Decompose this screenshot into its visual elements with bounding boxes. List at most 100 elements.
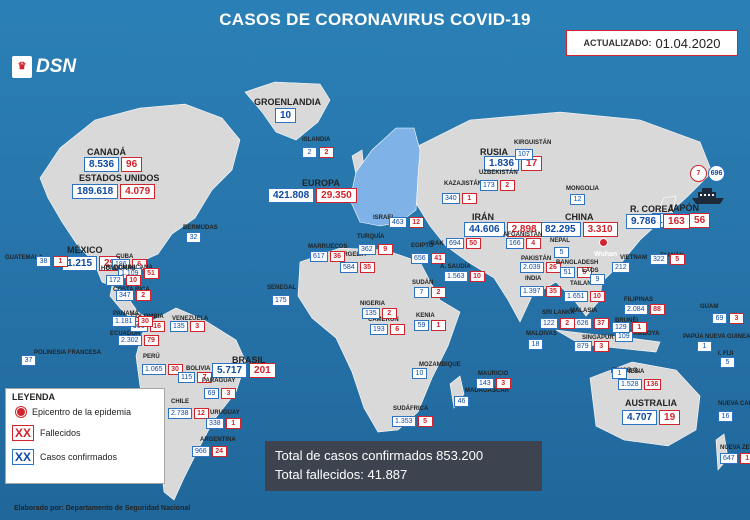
country-stats: 694 50 [446,238,481,249]
country-stats: 32 [186,232,201,243]
country-name: PERÚ [143,354,160,360]
country-stats: 1.528 136 [618,379,662,390]
country-name: VIETNAM [620,255,647,261]
confirmed-cases-value: 584 [340,262,358,273]
confirmed-cases-value: 189.618 [72,184,119,199]
ship-cases: 696 [708,165,725,182]
deaths-value: 163 [663,214,690,229]
country-stats: 2.738 12 [168,408,209,419]
deaths-value: 7 [197,372,213,383]
confirmed-cases-value: 212 [612,262,630,273]
country-stats: 107 [515,149,533,160]
legend: LEYENDA Epicentro de la epidemia XX Fall… [5,388,165,484]
deaths-value: 29.350 [316,188,357,203]
country-name: GUATEMALA [5,255,43,261]
country-stats: 647 1 [720,453,750,464]
country-stats: 463 12 [389,217,424,228]
country-name: A. SAUDÍA [440,264,471,270]
country-stats: 115 7 [178,372,213,383]
total-deaths: Total fallecidos: 41.887 [275,467,408,482]
deaths-value: 2.898 [506,222,542,237]
country-name: EGIPTO [411,243,434,249]
deaths-value: 6 [389,324,405,335]
country-name: LAOS [582,268,599,274]
confirmed-cases-value: 1 [612,368,627,379]
country-stats: 37 [21,355,36,366]
confirmed-cases-value: 166 [506,238,524,249]
country-stats: 1 [697,341,712,352]
country-stats: 46 [454,396,469,407]
country-name: INDONESIA [611,369,645,375]
country-name: MARRUECOS [308,244,348,250]
confirmed-cases-value: 122 [540,318,558,329]
country-name: ISLANDIA [302,137,331,143]
country-stats: 129 1 [612,322,647,333]
credit-line: Elaborado por: Departamento de Seguridad… [14,505,191,512]
country-stats: 12 [570,194,585,205]
confirmed-cases-value: 340 [442,193,460,204]
country-name: MÉXICO [67,245,103,255]
deaths-value: 201 [249,363,276,378]
country-name: BRUNÉI [615,318,639,324]
country-name: MAURICIO [478,371,509,377]
deaths-value: 1 [461,193,477,204]
land-africa [297,247,461,433]
deaths-value: 2 [431,287,446,298]
deaths-value: 88 [649,304,665,315]
legend-row-deaths: XX Fallecidos [12,425,158,441]
confirmed-cases-value: 5 [554,247,569,258]
country-name: TAILANDIA [570,281,602,287]
country-stats: 173 2 [480,180,515,191]
confirmed-cases-value: 135 [170,321,188,332]
legend-row-cases: XX Casos confirmados [12,449,158,465]
deaths-value: 10 [125,275,141,286]
confirmed-cases-value: 1.215 [62,256,98,271]
deaths-value: 37 [593,318,609,329]
deaths-value: 2 [559,318,575,329]
deaths-value: 1 [431,320,446,331]
page-title: CASOS DE CORONAVIRUS COVID-19 [219,10,531,29]
deaths-value: 50 [465,238,481,249]
confirmed-cases-value: 879 [574,341,592,352]
confirmed-cases-value: 107 [515,149,533,160]
country-name: ISRAEL [373,215,396,221]
deaths-value: 1 [225,418,241,429]
confirmed-cases-value: 135 [362,308,380,319]
confirmed-cases-value: 143 [476,378,494,389]
country-name: NEPAL [550,238,570,244]
deaths-value: 19 [659,410,681,425]
country-stats: 362 9 [358,244,393,255]
confirmed-cases-value: 2.039 [520,262,544,273]
confirmed-cases-value: 2.084 [624,304,648,315]
deaths-value: 5 [417,416,433,427]
deaths-value: 3 [593,341,609,352]
country-stats: 143 3 [476,378,511,389]
country-name: UZBEKISTÁN [479,170,518,176]
country-name: ARGELIA [339,252,366,258]
confirmed-cases-value: 46 [454,396,469,407]
country-name: PAKISTÁN [521,256,552,262]
confirmed-cases-value: 2.302 [118,335,142,346]
confirmed-cases-value: 18 [528,339,543,350]
country-stats: 347 2 [116,290,151,301]
country-stats: 10 [412,368,427,379]
confirmed-cases-value: 5 [720,357,735,368]
country-name: AUSTRALIA [625,398,677,408]
country-stats: 322 5 [650,254,685,265]
deaths-value: 10 [469,271,485,282]
country-stats: 1.563 10 [444,271,485,282]
confirmed-cases-value: 347 [116,290,134,301]
country-name: ECUADOR [110,331,141,337]
updated-label: ACTUALIZADO: [583,38,652,48]
country-name: CANADÁ [87,147,126,157]
country-stats: 166 4 [506,238,541,249]
deaths-value: 36 [329,251,345,262]
country-name: SENEGAL [267,285,297,291]
confirmed-cases-value: 362 [358,244,376,255]
confirmed-cases-value: 463 [389,217,407,228]
deaths-value: 3 [729,313,744,324]
country-stats: 1.065 30 [142,364,183,375]
country-stats: 879 3 [574,341,609,352]
